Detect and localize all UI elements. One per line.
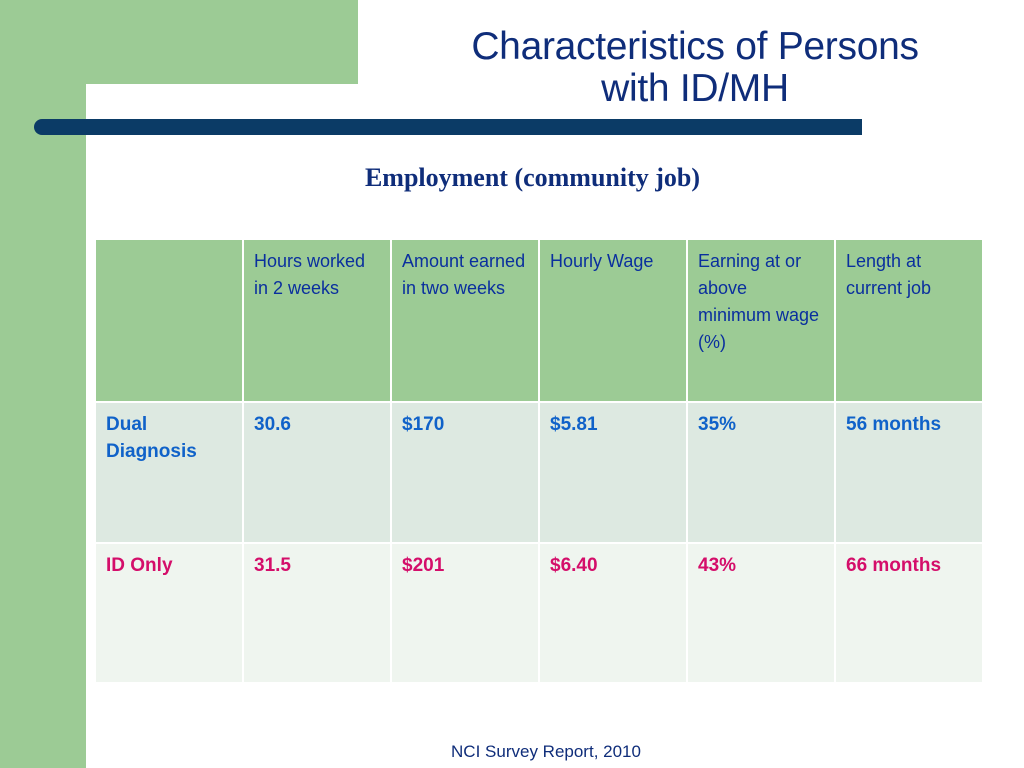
- cell-hourly-wage: $6.40: [538, 542, 688, 684]
- cell-length: 66 months: [834, 542, 984, 684]
- header-hours-worked: Hours worked in 2 weeks: [242, 238, 392, 403]
- cell-min-wage-pct: 35%: [686, 401, 836, 544]
- slide-subtitle: Employment (community job): [364, 163, 701, 192]
- table-row-dual-diagnosis: Dual Diagnosis 30.6 $170 $5.81 35% 56 mo…: [94, 401, 984, 544]
- title-line-2: with ID/MH: [601, 67, 789, 110]
- cell-amount: $201: [390, 542, 540, 684]
- table-row-id-only: ID Only 31.5 $201 $6.40 43% 66 months: [94, 542, 984, 684]
- row-label: Dual Diagnosis: [94, 401, 244, 544]
- table-header-row: Hours worked in 2 weeks Amount earned in…: [94, 238, 984, 403]
- header-hourly-wage: Hourly Wage: [538, 238, 688, 403]
- cell-hours: 31.5: [242, 542, 392, 684]
- title-underline-bar: [34, 119, 862, 135]
- header-minimum-wage: Earning at or above minimum wage (%): [686, 238, 836, 403]
- cell-hours: 30.6: [242, 401, 392, 544]
- title-line-1: Characteristics of Persons: [471, 25, 919, 68]
- left-green-band: [0, 0, 86, 768]
- slide-footer: NCI Survey Report, 2010: [451, 742, 641, 761]
- employment-table: Hours worked in 2 weeks Amount earned in…: [94, 238, 984, 684]
- cell-amount: $170: [390, 401, 540, 544]
- cell-hourly-wage: $5.81: [538, 401, 688, 544]
- header-cell-empty: [94, 238, 244, 403]
- frame-corner-curve: [86, 84, 146, 144]
- cell-min-wage-pct: 43%: [686, 542, 836, 684]
- top-green-band: [0, 0, 358, 84]
- header-amount-earned: Amount earned in two weeks: [390, 238, 540, 403]
- header-length-at-job: Length at current job: [834, 238, 984, 403]
- row-label: ID Only: [94, 542, 244, 684]
- slide-title: Characteristics of Persons with ID/MH: [370, 26, 1020, 110]
- cell-length: 56 months: [834, 401, 984, 544]
